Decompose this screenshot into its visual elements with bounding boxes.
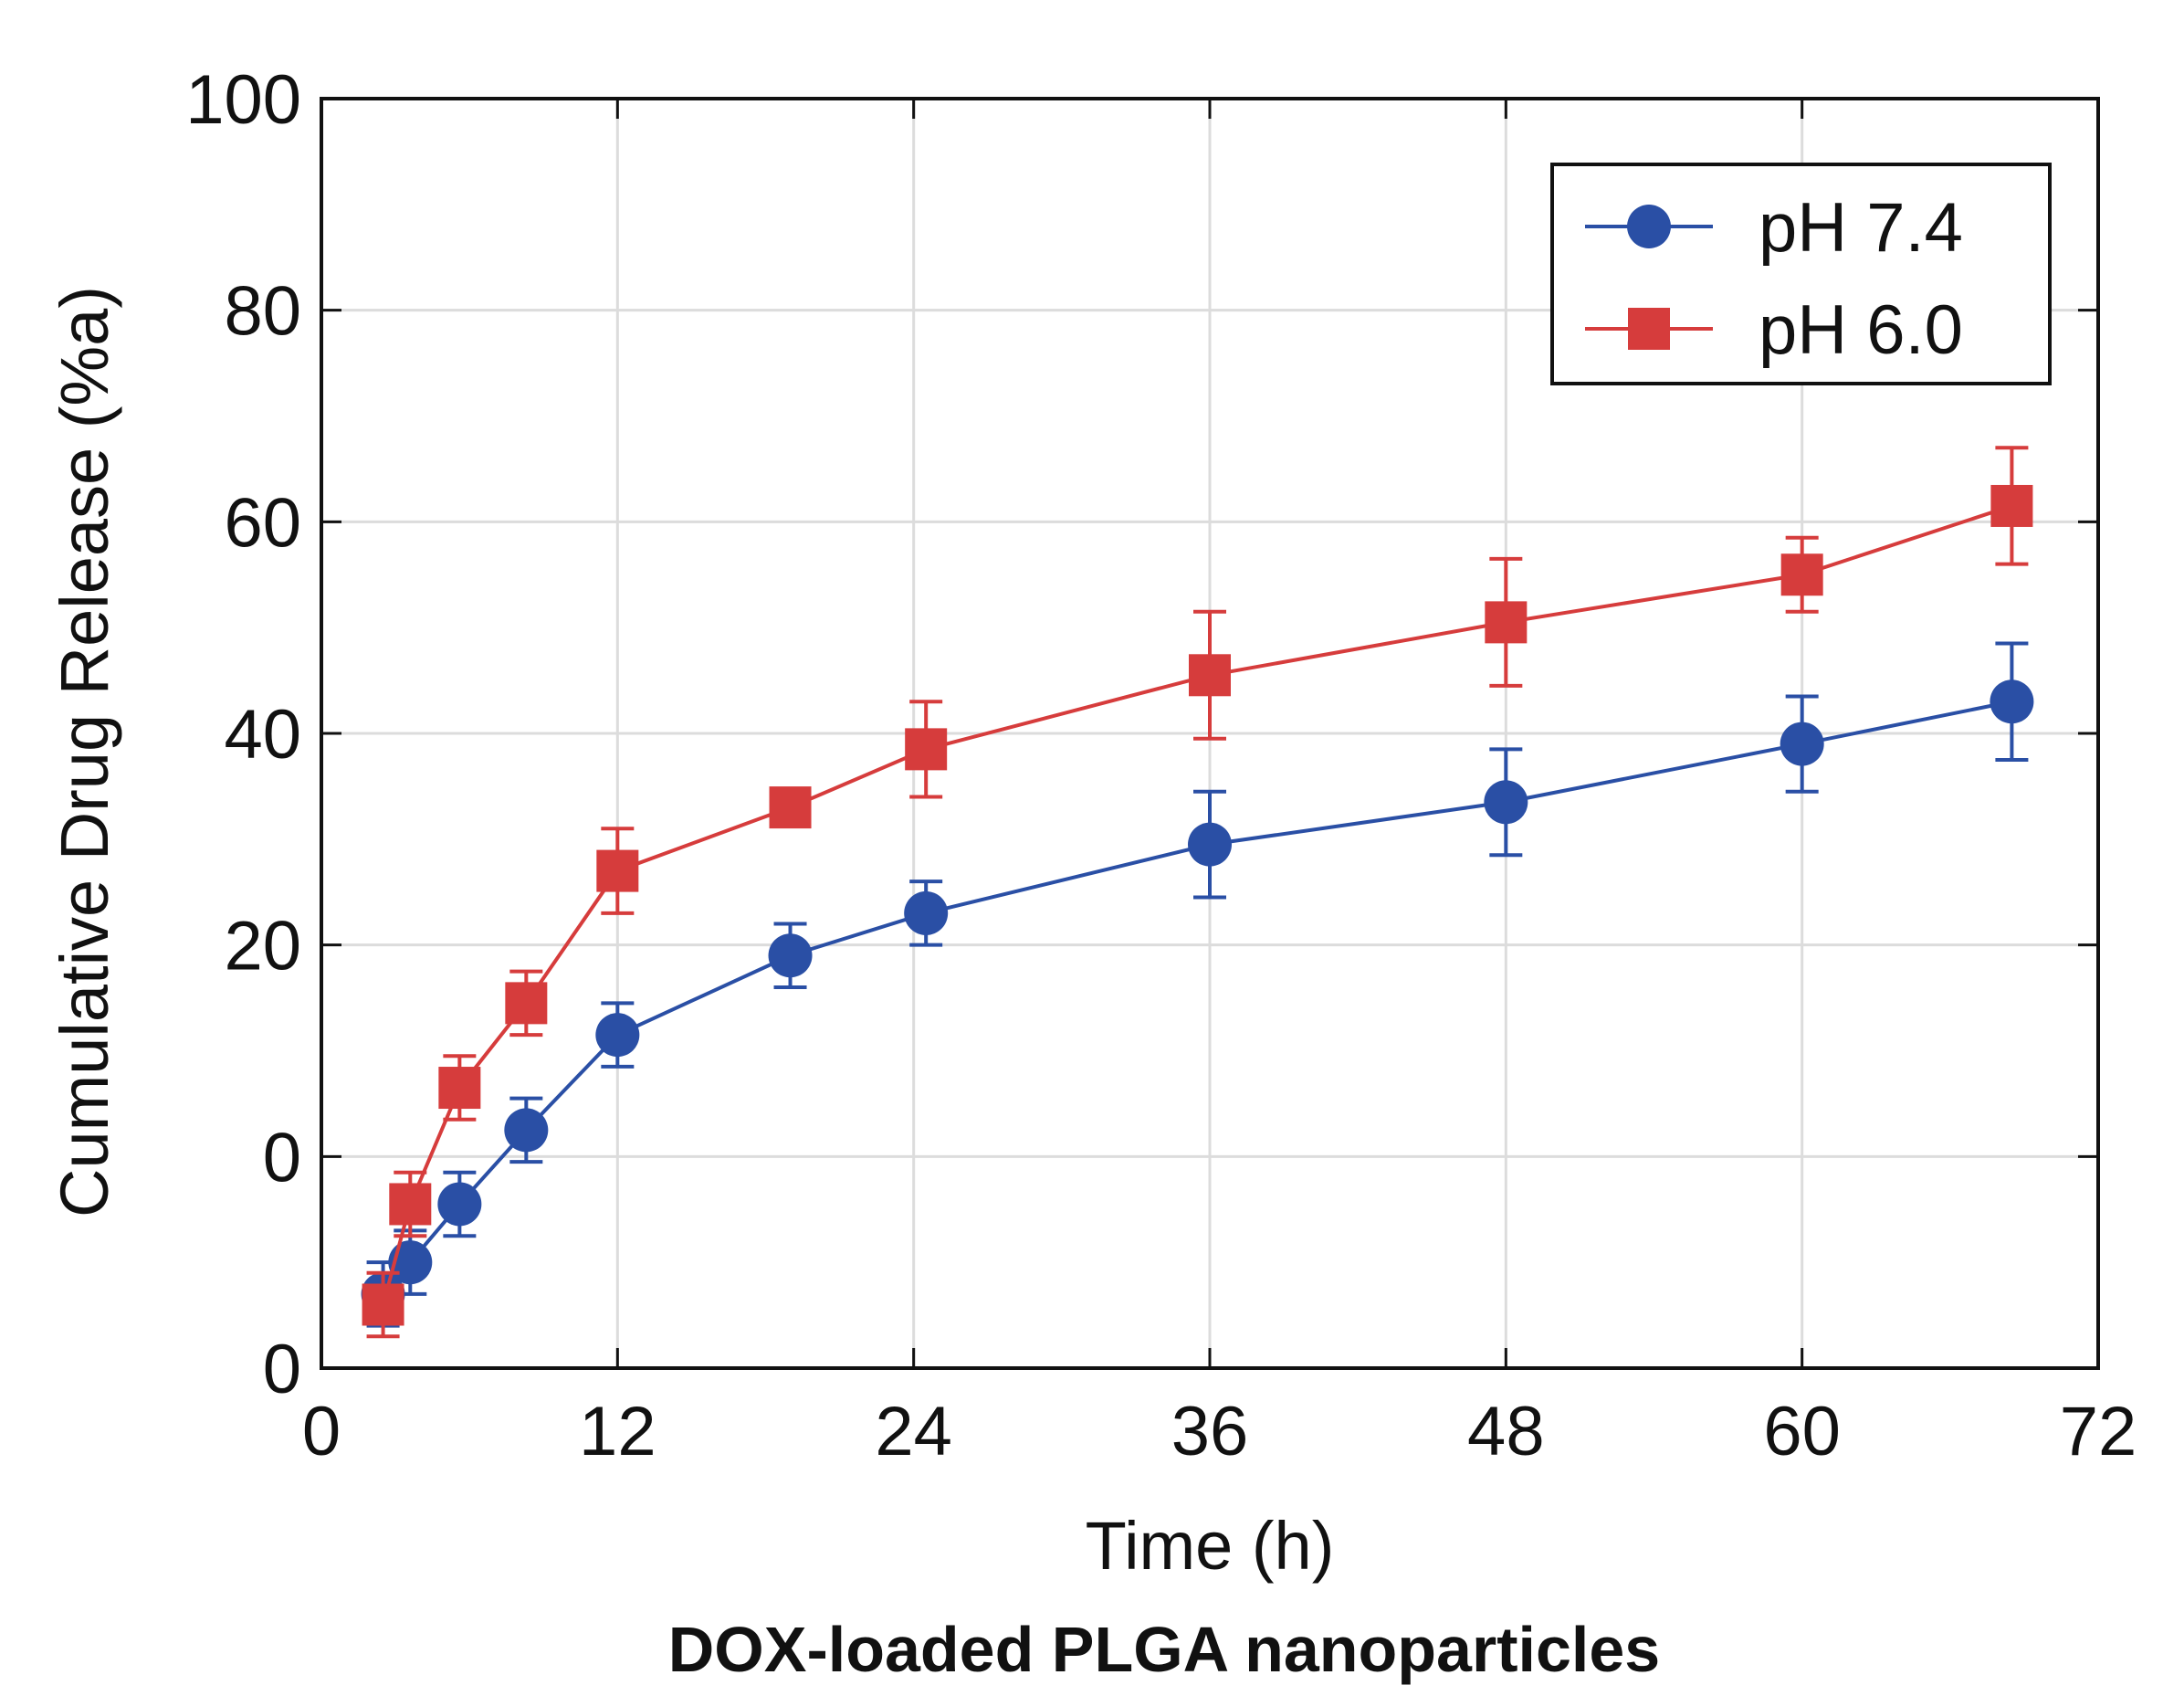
- data-point: [1990, 484, 2033, 527]
- data-point: [904, 890, 949, 935]
- legend-label: pH 7.4: [1759, 189, 1963, 267]
- legend-marker: [1628, 308, 1670, 350]
- data-point: [505, 982, 548, 1025]
- x-tick-label: 36: [1171, 1393, 1249, 1470]
- y-tick-label: 100: [185, 61, 301, 139]
- series-ph-6-0: [362, 446, 2033, 1339]
- x-tick-label: 60: [1763, 1393, 1841, 1470]
- data-point: [595, 1013, 640, 1058]
- x-axis-title: Time (h): [1086, 1508, 1335, 1584]
- data-point: [504, 1108, 549, 1153]
- y-tick-label: 0: [263, 1331, 301, 1408]
- data-point: [596, 849, 639, 892]
- y-tick-label: 0: [263, 1119, 301, 1196]
- legend-marker: [1627, 205, 1671, 248]
- data-point: [1188, 822, 1232, 867]
- y-axis-title: Cumulative Drug Release (%a): [47, 286, 122, 1217]
- data-point: [437, 1182, 482, 1227]
- x-tick-label: 12: [579, 1393, 656, 1470]
- x-tick-label: 72: [2060, 1393, 2137, 1470]
- legend-entry: pH 6.0: [1585, 291, 1963, 369]
- data-point: [362, 1283, 404, 1326]
- data-point: [1780, 722, 1824, 766]
- y-tick-label: 40: [224, 696, 301, 774]
- chart-title: DOX-loaded PLGA nanoparticles: [668, 1614, 1660, 1685]
- legend: pH 7.4 pH 6.0: [1550, 163, 2052, 385]
- y-tick-label: 80: [224, 273, 301, 351]
- series-line: [381, 504, 2013, 1306]
- data-point: [905, 728, 948, 771]
- legend-entry: pH 7.4: [1585, 189, 1963, 267]
- data-point: [1485, 601, 1528, 644]
- data-point: [389, 1183, 432, 1226]
- data-point: [769, 786, 812, 829]
- x-tick-label: 24: [875, 1393, 952, 1470]
- data-point: [1189, 654, 1231, 697]
- legend-label: pH 6.0: [1759, 291, 1963, 369]
- data-series: [361, 446, 2034, 1339]
- x-tick-label: 48: [1467, 1393, 1545, 1470]
- x-tick-label: 0: [302, 1393, 341, 1470]
- y-tick-label: 60: [224, 484, 301, 562]
- data-point: [1780, 553, 1823, 596]
- series-ph-7-4: [361, 641, 2034, 1328]
- y-tick-label: 20: [224, 908, 301, 985]
- data-point: [1990, 679, 2034, 724]
- data-point: [438, 1067, 481, 1110]
- data-point: [1484, 780, 1528, 825]
- data-point: [768, 933, 813, 978]
